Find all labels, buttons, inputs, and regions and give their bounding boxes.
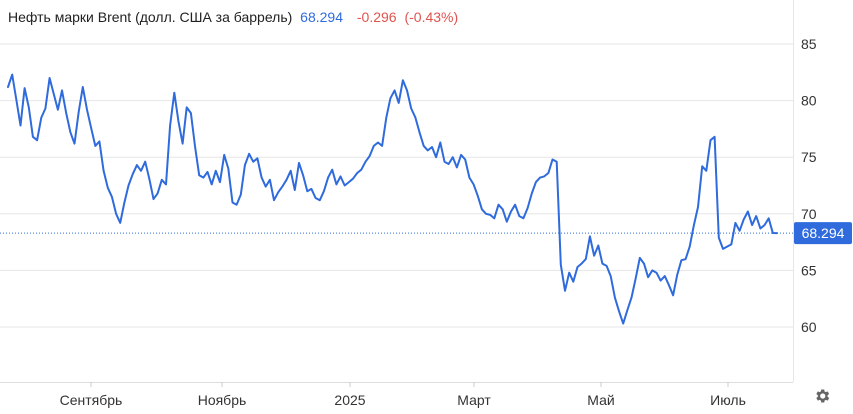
price-change: -0.296 bbox=[356, 9, 397, 25]
settings-button[interactable] bbox=[813, 387, 835, 409]
instrument-title: Нефть марки Brent (долл. США за баррель) bbox=[8, 9, 293, 25]
current-price: 68.294 bbox=[300, 9, 343, 25]
x-tick-label: Май bbox=[587, 392, 614, 408]
x-tick-label: Сентябрь bbox=[60, 392, 123, 408]
y-tick-label: 60 bbox=[801, 319, 817, 335]
current-price-marker: 68.294 bbox=[0, 222, 852, 245]
y-axis: 60 65 70 75 80 85 bbox=[801, 36, 817, 335]
x-axis: Сентябрь Ноябрь 2025 Март Май Июль bbox=[0, 382, 793, 408]
series-layer bbox=[7, 73, 778, 325]
y-tick-label: 65 bbox=[801, 262, 817, 278]
y-tick-label: 80 bbox=[801, 93, 817, 109]
price-change-percent: (-0.43%) bbox=[404, 9, 459, 25]
x-tick-label: Ноябрь bbox=[198, 392, 247, 408]
chart-header: Нефть марки Brent (долл. США за баррель)… bbox=[8, 8, 458, 26]
x-tick-label: Март bbox=[457, 392, 491, 408]
y-tick-label: 85 bbox=[801, 36, 817, 52]
y-tick-label: 75 bbox=[801, 149, 817, 165]
current-price-tag bbox=[794, 222, 852, 245]
y-tick-label: 70 bbox=[801, 206, 817, 222]
x-tick-label: 2025 bbox=[334, 392, 365, 408]
series-line-brent bbox=[7, 73, 778, 325]
gear-icon bbox=[816, 389, 830, 403]
grid-lines bbox=[0, 0, 794, 382]
x-tick-label: Июль bbox=[710, 392, 746, 408]
current-price-tag-label: 68.294 bbox=[802, 225, 845, 241]
